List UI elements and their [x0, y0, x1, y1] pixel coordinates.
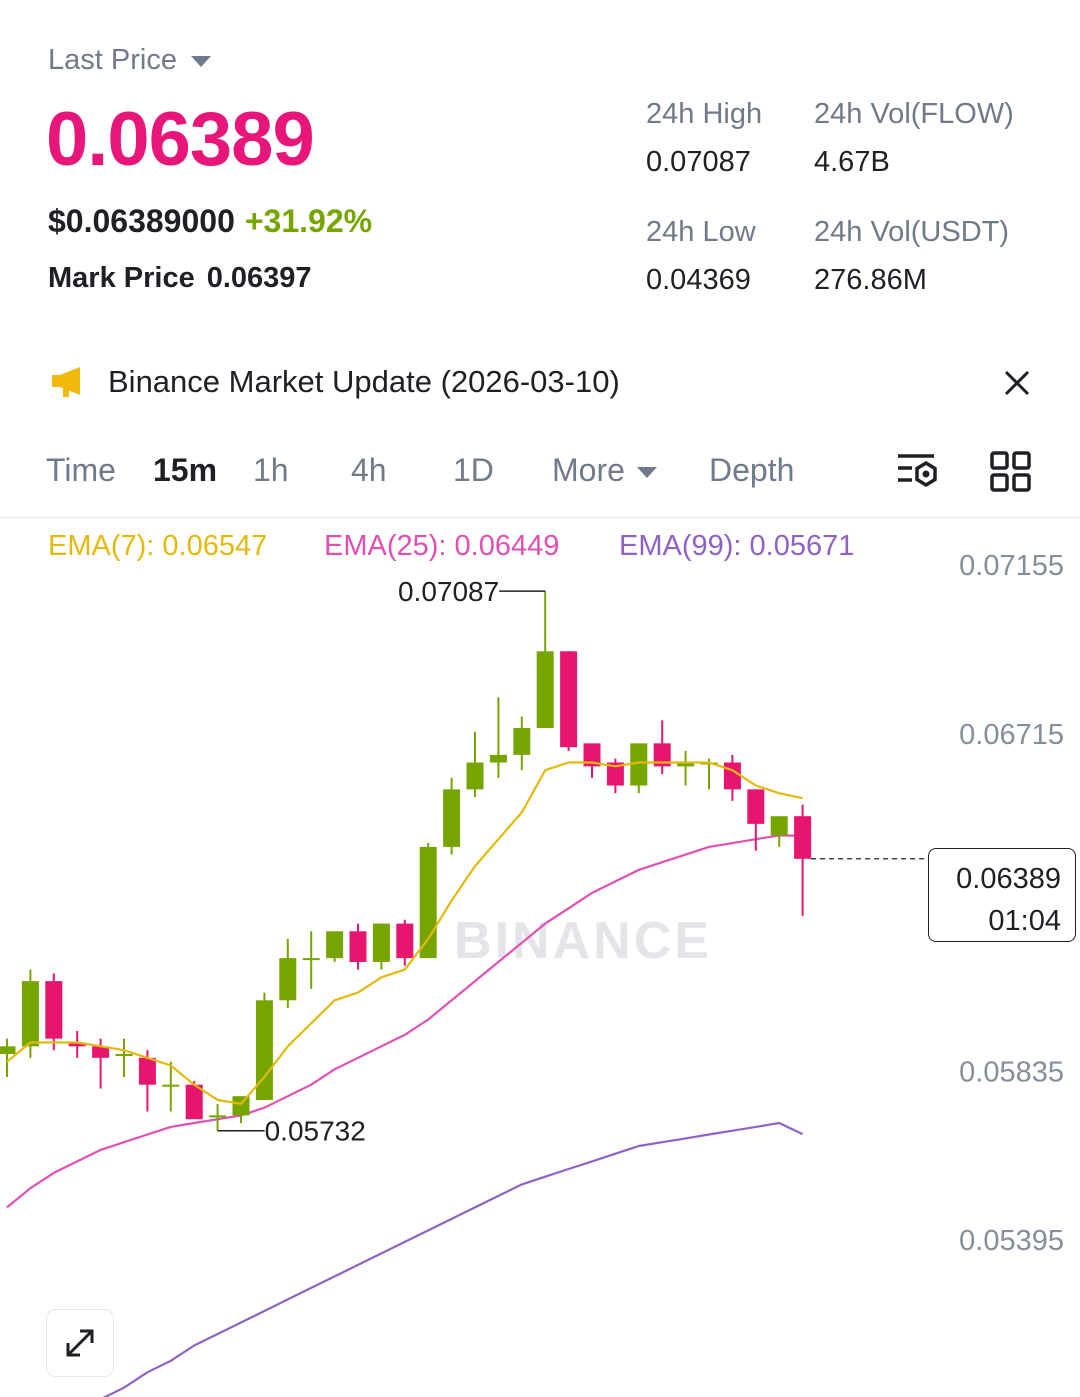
ema7-line [6, 761, 803, 1105]
candle-up [536, 651, 554, 728]
indicator-settings-icon[interactable] [894, 450, 942, 494]
price-axis-tick: 0.07155 [959, 550, 1064, 582]
candle-up [677, 762, 695, 767]
high-value: 0.07087 [646, 146, 751, 178]
candle-up [489, 754, 507, 763]
tab-time[interactable]: Time [46, 452, 116, 488]
price-axis-tick: 0.04955 [959, 1394, 1064, 1397]
candle-down [68, 1042, 86, 1047]
candle-down [747, 789, 765, 824]
binance-watermark: BINANCE [454, 912, 712, 970]
banner-text: Binance Market Update (2026-03-10) [108, 364, 620, 399]
candle-down [92, 1046, 110, 1058]
vol-base-value: 4.67B [814, 146, 890, 178]
candle-up [770, 816, 788, 836]
ema7-legend: EMA(7): 0.06547 [48, 530, 268, 562]
candle-down [185, 1084, 203, 1120]
candle-down [653, 743, 671, 767]
low-label: 24h Low [646, 216, 756, 248]
tab-1h[interactable]: 1h [253, 452, 289, 488]
high-label: 24h High [646, 98, 763, 130]
candle-up [232, 1096, 250, 1116]
candle-up [162, 1084, 180, 1087]
candle-down [583, 743, 601, 767]
ema25-legend: EMA(25): 0.06449 [324, 530, 560, 562]
candle-up [372, 923, 390, 962]
current-price-badge: 0.06389 01:04 [928, 848, 1076, 942]
price-axis-tick: 0.05835 [959, 1056, 1064, 1088]
mark-price-row: Mark Price 0.06397 [48, 262, 312, 295]
tab-15m[interactable]: 15m [153, 452, 218, 488]
tab-4h[interactable]: 4h [351, 452, 387, 488]
tab-depth[interactable]: Depth [709, 452, 795, 488]
price-type-label: Last Price [48, 44, 177, 76]
ema99-line [102, 1121, 804, 1397]
candle-up [513, 727, 531, 755]
last-price: 0.06389 [46, 97, 315, 182]
candle-down [396, 923, 414, 959]
high-marker-label: 0.07087 [398, 576, 499, 607]
candle-up [279, 958, 297, 1001]
candle-up [326, 931, 344, 959]
candle-up [630, 743, 648, 786]
candle-up [302, 958, 320, 961]
candle-down [560, 651, 578, 748]
tab-more-label: More [552, 452, 625, 488]
fullscreen-button[interactable] [46, 1309, 114, 1377]
candle-up [443, 789, 461, 847]
candle-down [45, 981, 63, 1039]
price-axis-tick: 0.06715 [959, 719, 1064, 751]
mark-price-value: 0.06397 [206, 262, 312, 294]
tabs-divider [0, 517, 1080, 518]
price-type-selector[interactable]: Last Price [48, 44, 211, 77]
tab-more[interactable]: More [552, 452, 657, 489]
caret-down-icon [190, 56, 211, 67]
announcement-banner[interactable]: Binance Market Update (2026-03-10) [50, 364, 620, 400]
candle-up [466, 762, 484, 790]
candle-up [21, 981, 39, 1047]
current-price-value: 0.06389 [956, 863, 1061, 895]
candle-down [794, 816, 812, 859]
ema25-line [6, 834, 803, 1209]
candle-up [115, 1053, 133, 1056]
candle-down [723, 762, 741, 790]
megaphone-icon [52, 367, 80, 397]
low-marker-label: 0.05732 [265, 1116, 366, 1147]
layout-grid-icon[interactable] [989, 450, 1033, 494]
candle-down [606, 762, 624, 786]
low-value: 0.04369 [646, 264, 751, 296]
tab-1d[interactable]: 1D [453, 452, 494, 488]
vol-quote-label: 24h Vol(USDT) [814, 216, 1010, 248]
candle-up [209, 1115, 227, 1118]
candle-up [419, 846, 437, 959]
vol-base-label: 24h Vol(FLOW) [814, 98, 1014, 130]
close-icon[interactable] [996, 362, 1038, 404]
usd-price: $0.06389000 [48, 203, 235, 239]
expand-icon [66, 1329, 94, 1357]
candle-down [349, 931, 367, 962]
candle-countdown: 01:04 [988, 905, 1061, 937]
change-percent: +31.92% [244, 203, 373, 239]
candle-down [138, 1057, 156, 1085]
candle-up [255, 1000, 273, 1101]
candle-up [0, 1046, 16, 1054]
caret-down-icon [636, 467, 657, 479]
price-axis-tick: 0.05395 [959, 1225, 1064, 1257]
vol-quote-value: 276.86M [814, 264, 927, 296]
ema99-legend: EMA(99): 0.05671 [619, 530, 855, 562]
usd-price-row: $0.06389000 +31.92% [48, 203, 372, 240]
mark-price-label: Mark Price [48, 262, 195, 294]
